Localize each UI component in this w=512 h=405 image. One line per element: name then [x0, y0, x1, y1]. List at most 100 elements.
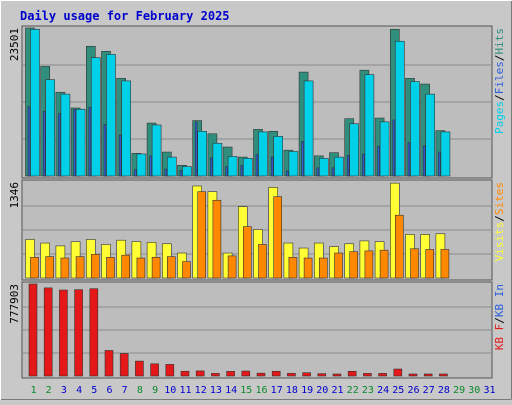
kbf-bar-day-7: [119, 353, 129, 377]
files-bar-day-25: [394, 40, 405, 177]
pages-bar-day-5: [88, 107, 92, 177]
files-bar-day-10: [167, 156, 177, 177]
files-bar-day-23: [364, 74, 375, 177]
day-label-1: 1: [30, 385, 36, 396]
legend-separator: /: [493, 55, 506, 62]
day-label-27: 27: [423, 385, 435, 396]
legend-bottom: KB F/KB In: [493, 284, 506, 350]
files-bar-day-24: [379, 121, 390, 177]
chart-marks: [25, 27, 451, 377]
kbf-bar-day-12: [195, 370, 205, 377]
kbf-bar-day-3: [59, 289, 68, 377]
sites-bar-day-18: [288, 257, 298, 279]
kbf-bar-day-27: [423, 373, 433, 377]
files-bar-day-2: [45, 79, 56, 177]
day-label-30: 30: [468, 385, 480, 396]
sites-bar-day-11: [182, 261, 191, 279]
legend-item: Sites: [493, 182, 506, 215]
kbf-bar-day-6: [104, 350, 114, 377]
sites-bar-day-2: [45, 256, 55, 279]
kbf-bar-day-23: [363, 373, 372, 377]
pages-bar-day-27: [422, 145, 426, 177]
legend-separator: /: [493, 215, 506, 222]
sites-bar-day-8: [136, 257, 146, 279]
kbf-bar-day-1: [28, 283, 38, 377]
kbf-bar-day-9: [150, 363, 159, 377]
legend-middle: Visits/Sites: [493, 182, 506, 262]
sites-bar-day-22: [349, 251, 359, 279]
files-bar-day-13: [212, 142, 223, 177]
day-label-11: 11: [179, 385, 191, 396]
files-bar-day-8: [136, 153, 147, 177]
sites-bar-day-5: [91, 254, 100, 279]
pages-bar-day-23: [362, 153, 365, 177]
pages-bar-day-12: [194, 121, 198, 177]
day-label-17: 17: [271, 385, 283, 396]
day-label-6: 6: [106, 385, 112, 396]
sites-bar-day-7: [121, 254, 130, 279]
sites-bar-day-10: [167, 256, 176, 279]
files-bar-day-9: [151, 124, 162, 177]
day-label-14: 14: [225, 385, 237, 396]
legend-top: Pages/Files/Hits: [493, 28, 506, 134]
kbf-bar-day-26: [408, 373, 418, 377]
kbf-bar-day-18: [287, 372, 296, 377]
sites-bar-day-21: [334, 252, 343, 279]
sites-bar-day-6: [106, 257, 115, 279]
sites-bar-day-9: [151, 257, 161, 279]
pages-bar-day-13: [210, 157, 213, 177]
kbf-bar-day-21: [332, 373, 342, 377]
files-bar-day-20: [318, 158, 329, 177]
sites-bar-day-24: [379, 249, 389, 279]
pages-bar-day-10: [164, 168, 168, 177]
ymax-label-top: 23501: [8, 28, 21, 61]
kbf-bar-day-13: [211, 373, 220, 377]
pages-bar-day-1: [27, 106, 31, 177]
day-label-18: 18: [286, 385, 298, 396]
chart-title: Daily usage for February 2025: [20, 9, 230, 23]
day-axis: 1 2 3 4 5 6 7 8 9 10 11 12 13 14 15 16 17 18 19 20 21 22 23 24 2…: [30, 385, 495, 396]
sites-bar-day-3: [60, 257, 70, 279]
pages-bar-day-24: [377, 146, 380, 177]
kbf-bar-day-22: [347, 370, 357, 377]
files-bar-day-26: [410, 81, 420, 177]
pages-bar-day-14: [225, 166, 228, 177]
day-label-22: 22: [347, 385, 359, 396]
kbf-bar-day-15: [241, 370, 251, 377]
sites-bar-day-23: [364, 250, 374, 279]
pages-bar-day-28: [438, 151, 441, 177]
kbf-bar-day-28: [439, 373, 448, 377]
day-label-15: 15: [240, 385, 252, 396]
pages-bar-day-11: [179, 170, 183, 177]
ymax-label-middle: 1346: [8, 182, 21, 209]
sites-bar-day-12: [197, 191, 206, 279]
pages-bar-day-4: [73, 108, 76, 177]
day-label-24: 24: [377, 385, 389, 396]
legend-item: Hits: [493, 28, 506, 55]
sites-bar-day-1: [30, 257, 39, 279]
day-label-19: 19: [301, 385, 313, 396]
kbf-bar-day-8: [135, 360, 144, 377]
kbf-bar-day-2: [43, 287, 53, 377]
day-label-2: 2: [46, 385, 52, 396]
pages-bar-day-7: [118, 134, 122, 177]
kbf-bar-day-10: [165, 364, 175, 377]
legend-item: Visits: [493, 222, 506, 262]
sites-bar-day-16: [258, 244, 267, 279]
pages-bar-day-26: [407, 142, 411, 177]
pages-bar-day-17: [270, 156, 274, 177]
pages-bar-day-21: [331, 167, 335, 177]
pages-bar-day-19: [301, 141, 304, 177]
kbf-bar-day-4: [74, 289, 83, 377]
pages-bar-day-16: [255, 154, 259, 177]
files-bar-day-3: [60, 93, 71, 177]
files-bar-day-5: [91, 57, 101, 177]
day-label-23: 23: [362, 385, 374, 396]
files-bar-day-16: [258, 131, 268, 177]
day-label-3: 3: [61, 385, 67, 396]
day-label-4: 4: [76, 385, 82, 396]
day-label-28: 28: [438, 385, 450, 396]
files-bar-day-27: [425, 93, 436, 177]
kbf-bar-day-11: [180, 370, 190, 377]
